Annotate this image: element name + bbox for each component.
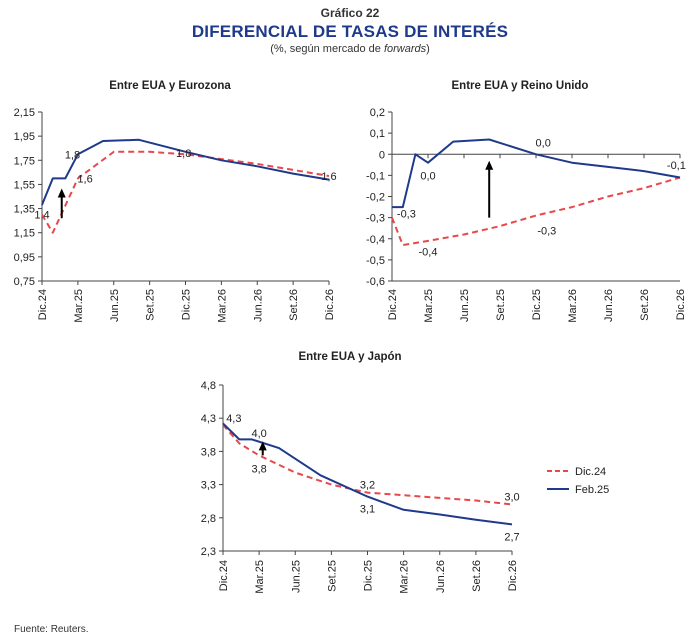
chart-eurozona-data-label: 1,6 — [77, 173, 92, 185]
chart-reino-unido-ytick-label: 0,2 — [370, 107, 385, 119]
chart-eurozona-xtick-label: Set.26 — [288, 289, 300, 321]
chart-reino-unido-ytick-label: -0,2 — [366, 192, 385, 204]
chart-japon-data-label: 4,3 — [226, 413, 241, 425]
chart-japon-xtick-label: Dic.24 — [218, 560, 230, 591]
chart-japon-ytick-label: 4,3 — [201, 413, 216, 425]
subtitle-suffix: ) — [426, 43, 430, 55]
chart-eurozona-data-label: 1,6 — [321, 171, 336, 183]
chart-eurozona-ytick-label: 2,15 — [14, 107, 35, 119]
chart-japon-ytick-label: 4,8 — [201, 380, 216, 392]
subtitle-italic: forwards — [383, 43, 427, 55]
chart-reino-unido-data-label: -0,3 — [397, 208, 416, 220]
chart-eurozona-xtick-label: Mar.26 — [216, 289, 228, 323]
chart-reino-unido-xtick-label: Dic.26 — [675, 289, 687, 320]
chart-japon-xtick-label: Dic.25 — [363, 560, 375, 591]
chart-reino-unido-ytick-label: 0 — [379, 149, 385, 161]
chart-reino-unido-xtick-label: Set.26 — [639, 289, 651, 321]
chart-eurozona-data-label: 1,4 — [34, 210, 49, 222]
chart-eurozona-ytick-label: 0,95 — [14, 252, 35, 264]
chart-japon-title: Entre EUA y Japón — [298, 351, 401, 363]
chart-reino-unido-xtick-label: Mar.26 — [567, 289, 579, 323]
chart-reino-unido-data-label: 0,0 — [420, 170, 435, 182]
chart-reino-unido-ytick-label: -0,4 — [366, 234, 385, 246]
chart-eurozona-arrow-head — [57, 188, 66, 198]
chart-eurozona-xtick-label: Jun.26 — [252, 289, 264, 322]
chart-eurozona-ytick-label: 1,55 — [14, 179, 35, 191]
chart-japon-xtick-label: Dic.26 — [507, 560, 519, 591]
chart-eurozona-xtick-label: Dic.25 — [181, 289, 193, 320]
chart-eurozona-data-label: 1,8 — [176, 148, 191, 160]
figure-label: Gráfico 22 — [320, 6, 380, 20]
chart-reino-unido-data-label: -0,4 — [419, 246, 438, 258]
chart-japon-arrow-head — [258, 441, 267, 451]
chart-japon-legend-label: Dic.24 — [575, 466, 606, 478]
chart-japon-data-label: 3,1 — [360, 504, 375, 516]
source-note: Fuente: Reuters. — [14, 624, 89, 635]
chart-reino-unido-ytick-label: 0,1 — [370, 128, 385, 140]
chart-reino-unido-ytick-label: -0,6 — [366, 276, 385, 288]
chart-eurozona-ytick-label: 1,95 — [14, 131, 35, 143]
chart-eurozona-ytick-label: 1,35 — [14, 204, 35, 216]
chart-reino-unido-data-label: 0,0 — [536, 138, 551, 150]
chart-reino-unido-ytick-label: -0,3 — [366, 213, 385, 225]
chart-reino-unido-title: Entre EUA y Reino Unido — [452, 80, 589, 92]
chart-reino-unido-ytick-label: -0,5 — [366, 255, 385, 267]
chart-japon-data-label: 2,7 — [504, 531, 519, 543]
chart-japon-data-label: 3,0 — [504, 492, 519, 504]
chart-japon-legend-label: Feb.25 — [575, 484, 609, 496]
chart-reino-unido-series-dic24 — [391, 176, 681, 247]
chart-reino-unido-xtick-label: Dic.25 — [531, 289, 543, 320]
figure-subtitle: (%, según mercado de forwards) — [0, 43, 700, 55]
chart-japon-xtick-label: Mar.26 — [399, 560, 411, 594]
chart-eurozona-ytick-label: 1,15 — [14, 228, 35, 240]
chart-japon-xtick-label: Jun.25 — [290, 560, 302, 593]
chart-eurozona-title: Entre EUA y Eurozona — [109, 80, 231, 92]
chart-eurozona-xtick-label: Mar.25 — [73, 289, 85, 323]
chart-reino-unido-xtick-label: Set.25 — [495, 289, 507, 321]
chart-reino-unido-series-feb25 — [392, 138, 681, 209]
chart-japon-xtick-label: Mar.25 — [254, 560, 266, 594]
subtitle-prefix: (%, según mercado de — [270, 43, 384, 55]
chart-eurozona-ytick-label: 0,75 — [14, 276, 35, 288]
chart-eurozona-xtick-label: Dic.26 — [324, 289, 336, 320]
chart-japon-ytick-label: 3,3 — [201, 480, 216, 492]
chart-reino-unido-xtick-label: Jun.26 — [603, 289, 615, 322]
chart-reino-unido-ytick-label: -0,1 — [366, 170, 385, 182]
chart-eurozona-data-label: 1,8 — [65, 149, 80, 161]
chart-japon-xtick-label: Set.25 — [326, 560, 338, 592]
chart-reino-unido-xtick-label: Mar.25 — [423, 289, 435, 323]
chart-eurozona-xtick-label: Set.25 — [145, 289, 157, 321]
chart-eurozona-ytick-label: 1,75 — [14, 155, 35, 167]
chart-japon-series-feb25 — [222, 422, 513, 526]
chart-reino-unido-arrow-head — [485, 160, 494, 170]
chart-reino-unido-data-label: -0,3 — [537, 225, 556, 237]
chart-japon-ytick-label: 2,8 — [201, 513, 216, 525]
figure-title: DIFERENCIAL DE TASAS DE INTERÉS — [191, 22, 509, 41]
chart-japon-ytick-label: 3,8 — [201, 446, 216, 458]
chart-japon-xtick-label: Jun.26 — [435, 560, 447, 593]
chart-eurozona-series-feb25 — [41, 138, 330, 206]
chart-eurozona-xtick-label: Dic.24 — [37, 289, 49, 320]
chart-reino-unido-xtick-label: Jun.25 — [459, 289, 471, 322]
chart-japon-data-label: 3,2 — [360, 480, 375, 492]
chart-japon-data-label: 3,8 — [251, 464, 266, 476]
chart-eurozona-series-dic24 — [41, 150, 330, 234]
chart-reino-unido-xtick-label: Dic.24 — [387, 289, 399, 320]
chart-japon-ytick-label: 2,3 — [201, 546, 216, 558]
chart-japon-data-label: 4,0 — [251, 428, 266, 440]
chart-reino-unido-data-label: -0,1 — [667, 160, 686, 172]
chart-japon-xtick-label: Set.26 — [471, 560, 483, 592]
chart-eurozona-xtick-label: Jun.25 — [109, 289, 121, 322]
